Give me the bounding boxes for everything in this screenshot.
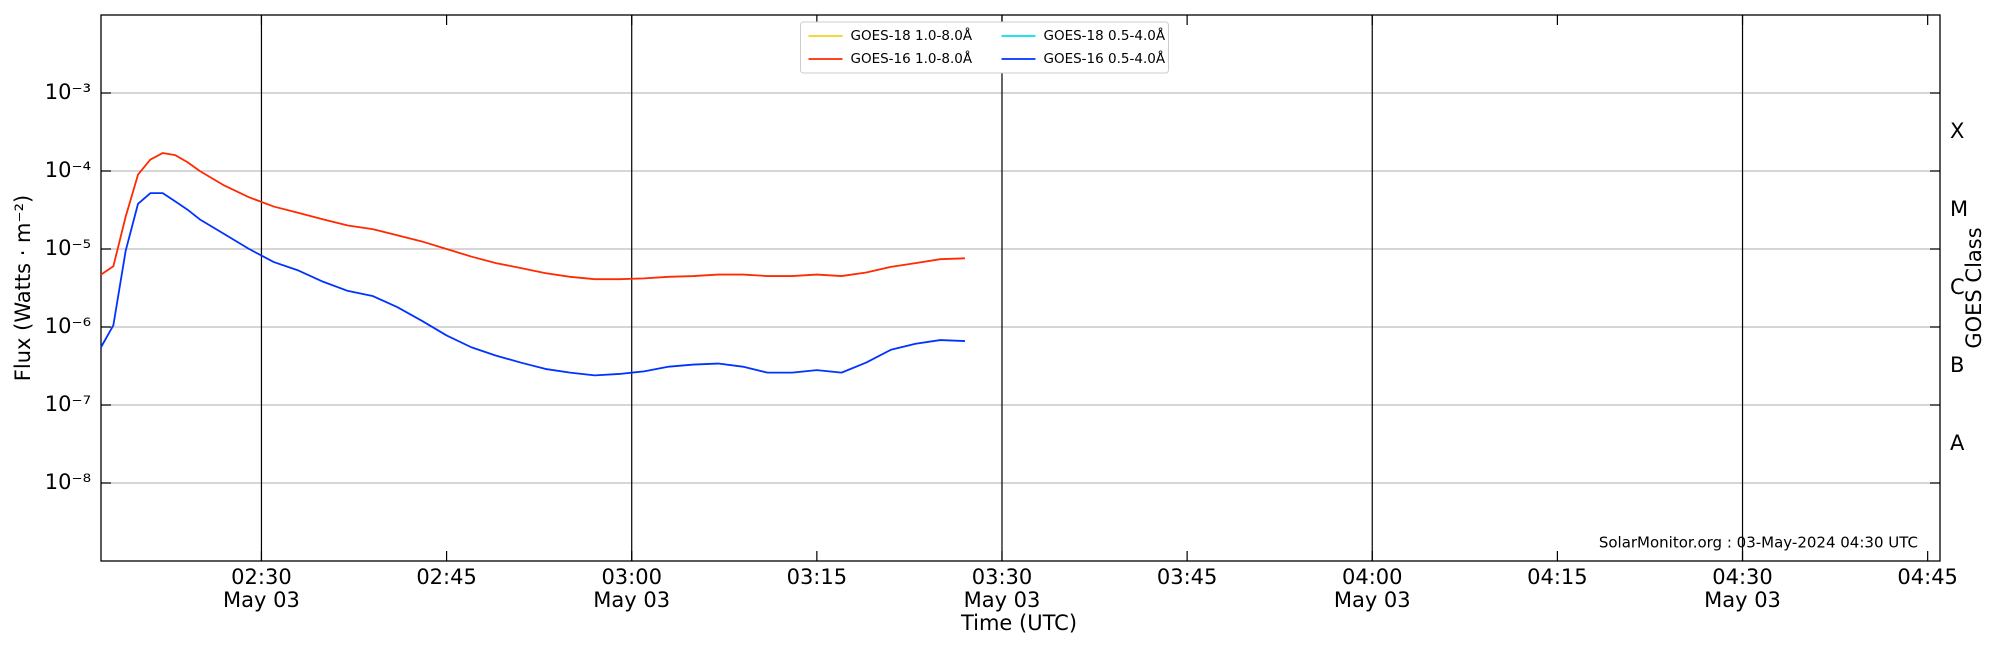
- x-tick-label: 03:00 May 03: [593, 565, 670, 612]
- y2-tick-label: X: [1950, 119, 1964, 143]
- y-tick-label: 10⁻⁴: [45, 158, 91, 182]
- x-axis-label: Time (UTC): [960, 611, 1077, 635]
- legend-label: GOES-16 0.5-4.0Å: [1044, 50, 1166, 67]
- x-tick-label: 04:00 May 03: [1334, 565, 1411, 612]
- y-tick-label: 10⁻⁸: [45, 470, 91, 494]
- y2-tick-label: B: [1950, 353, 1964, 377]
- plot-frame: [100, 14, 1941, 562]
- y2-tick-label: M: [1950, 197, 1968, 221]
- y-tick-label: 10⁻⁷: [45, 392, 91, 416]
- y-tick-label: 10⁻⁶: [45, 314, 91, 338]
- y-axis-label: Flux (Watts · m⁻²): [11, 195, 35, 381]
- series-line: [100, 152, 965, 281]
- legend-label: GOES-18 1.0-8.0Å: [851, 27, 973, 44]
- annotation: SolarMonitor.org : 03-May-2024 04:30 UTC: [1599, 534, 1918, 552]
- x-tick-label: 04:30 May 03: [1704, 565, 1781, 612]
- legend-label: GOES-18 0.5-4.0Å: [1044, 27, 1166, 44]
- y2-axis-label: GOES Class: [1962, 227, 1986, 348]
- x-tick-label: 02:45: [416, 565, 477, 589]
- y-tick-label: 10⁻⁵: [45, 236, 91, 260]
- x-tick-label: 03:45: [1157, 565, 1218, 589]
- y2-tick-label: A: [1950, 431, 1965, 455]
- legend-label: GOES-16 1.0-8.0Å: [851, 50, 973, 67]
- legend-box: [800, 21, 1169, 74]
- x-tick-label: 04:45: [1897, 565, 1958, 589]
- x-tick-label: 04:15: [1527, 565, 1588, 589]
- y2-tick-label: C: [1950, 275, 1965, 299]
- x-tick-label: 02:30 May 03: [223, 565, 300, 612]
- x-tick-label: 03:30 May 03: [964, 565, 1041, 612]
- x-tick-label: 03:15: [787, 565, 848, 589]
- series-line: [100, 192, 965, 377]
- y-tick-label: 10⁻³: [45, 80, 91, 104]
